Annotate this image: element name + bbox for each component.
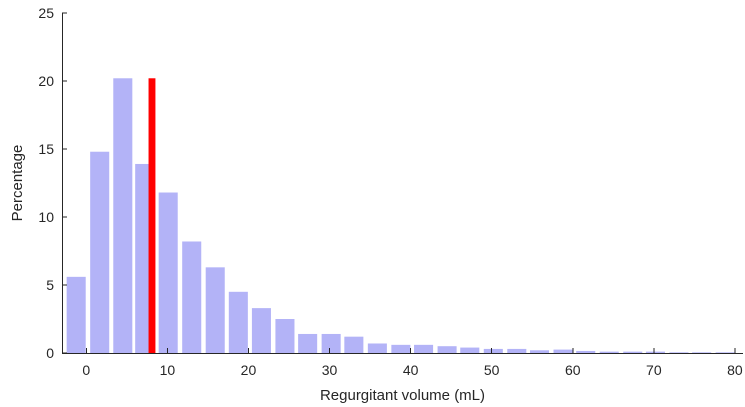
y-axis-title: Percentage bbox=[9, 145, 26, 222]
histogram-bar-11 bbox=[321, 333, 341, 353]
histogram-bar-4 bbox=[158, 192, 178, 353]
histogram-bar-19 bbox=[507, 348, 527, 353]
x-axis-title: Regurgitant volume (mL) bbox=[320, 387, 485, 404]
histogram-bar-18 bbox=[483, 348, 503, 353]
histogram-bar-12 bbox=[344, 336, 364, 353]
histogram-bar-28 bbox=[715, 352, 735, 353]
histogram-bar-7 bbox=[228, 291, 248, 353]
histogram-bar-17 bbox=[460, 347, 480, 353]
histogram-bar-20 bbox=[529, 350, 550, 353]
histogram-bar-22 bbox=[576, 350, 596, 353]
x-tick-label: 0 bbox=[82, 362, 90, 378]
histogram-bar-1 bbox=[90, 151, 110, 353]
x-tick-label: 70 bbox=[646, 362, 662, 378]
histogram-bar-8 bbox=[251, 308, 271, 353]
y-tick-label: 20 bbox=[38, 73, 54, 89]
histogram-bar-16 bbox=[437, 346, 457, 353]
histogram-bar-9 bbox=[275, 319, 295, 353]
x-tick-label: 40 bbox=[403, 362, 419, 378]
y-ticks: 0 5 10 15 20 25 bbox=[38, 5, 67, 361]
marker-bar bbox=[148, 78, 156, 353]
histogram-bar-15 bbox=[414, 344, 434, 353]
histogram-bar-23 bbox=[599, 351, 619, 353]
y-tick-label: 15 bbox=[38, 141, 54, 157]
histogram-bar-14 bbox=[391, 344, 411, 353]
y-tick-label: 5 bbox=[46, 277, 54, 293]
x-tick-label: 20 bbox=[241, 362, 257, 378]
histogram-bar-26 bbox=[669, 352, 689, 353]
y-tick-label: 0 bbox=[46, 345, 54, 361]
y-tick-label: 10 bbox=[38, 209, 54, 225]
histogram-bar-25 bbox=[645, 351, 665, 353]
bars-layer bbox=[66, 78, 735, 353]
histogram-bar-10 bbox=[298, 333, 318, 353]
histogram-bar-0 bbox=[66, 276, 86, 353]
x-tick-label: 30 bbox=[322, 362, 338, 378]
x-tick-label: 80 bbox=[727, 362, 743, 378]
x-tick-label: 10 bbox=[160, 362, 176, 378]
x-tick-label: 60 bbox=[565, 362, 581, 378]
histogram-bar-21 bbox=[553, 349, 573, 353]
x-ticks: 0 10 20 30 40 50 60 70 80 bbox=[82, 348, 743, 378]
histogram-bar-6 bbox=[205, 267, 225, 353]
histogram-bar-5 bbox=[182, 241, 202, 353]
histogram-bar-13 bbox=[367, 343, 387, 353]
y-tick-label: 25 bbox=[38, 5, 54, 21]
marker-layer bbox=[148, 78, 156, 353]
histogram-bar-24 bbox=[623, 351, 643, 353]
histogram-bar-2 bbox=[113, 78, 133, 353]
x-tick-label: 50 bbox=[484, 362, 500, 378]
histogram-bar-27 bbox=[692, 352, 712, 353]
